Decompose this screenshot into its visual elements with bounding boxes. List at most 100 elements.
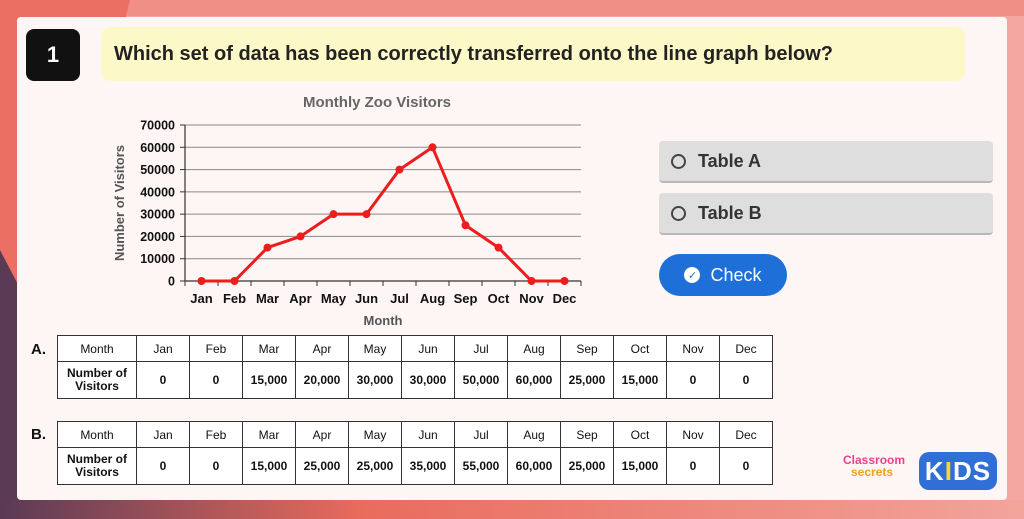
option-label: Table B bbox=[698, 202, 762, 223]
question-number: 1 bbox=[26, 29, 80, 81]
x-axis-label: Month bbox=[364, 313, 403, 328]
table-header-cell: Month bbox=[57, 335, 137, 362]
x-tick-label: Jul bbox=[390, 291, 409, 306]
option-table-a[interactable]: Table A bbox=[659, 141, 993, 183]
x-tick-label: Aug bbox=[420, 291, 445, 306]
data-point bbox=[428, 143, 437, 152]
x-tick-label: Nov bbox=[519, 291, 544, 306]
table-value-cell: 30,000 bbox=[401, 361, 455, 399]
table-b-label: B. bbox=[31, 426, 46, 443]
table-month-cell: Feb bbox=[189, 421, 243, 448]
table-header-row: Month Jan Feb Mar Apr May Jun Jul Aug Sep Oct Nov De… bbox=[57, 335, 773, 362]
y-axis-label: Number of Visitors bbox=[112, 145, 127, 261]
y-tick-label: 60000 bbox=[140, 141, 175, 155]
kids-logo: K I DS bbox=[919, 452, 997, 490]
y-tick-label: 40000 bbox=[140, 185, 175, 199]
kids-logo-k: K bbox=[924, 455, 945, 486]
table-values-row: Number of Visitors 0 0 15,000 20,000 30,000 30,… bbox=[57, 361, 773, 399]
table-value-cell: 0 bbox=[189, 361, 243, 399]
data-point bbox=[461, 221, 470, 230]
series-line bbox=[201, 145, 565, 283]
table-value-cell: 0 bbox=[136, 447, 190, 485]
table-month-cell: Sep bbox=[560, 421, 614, 448]
table-value-cell: 0 bbox=[136, 361, 190, 399]
data-point bbox=[494, 243, 503, 252]
table-month-cell: Jun bbox=[401, 421, 455, 448]
table-month-cell: Oct bbox=[613, 335, 667, 362]
table-value-cell: 0 bbox=[666, 447, 720, 485]
table-header-cell: Month bbox=[57, 421, 137, 448]
table-month-cell: Apr bbox=[295, 421, 349, 448]
row-label-line2: Visitors bbox=[75, 379, 119, 393]
table-month-cell: Mar bbox=[242, 335, 296, 362]
checkmark-icon: ✓ bbox=[684, 267, 701, 283]
x-tick-label: Sep bbox=[454, 291, 478, 306]
data-point bbox=[230, 277, 239, 285]
table-row-header: Number of Visitors bbox=[57, 447, 137, 485]
option-table-b[interactable]: Table B bbox=[659, 193, 993, 235]
table-row-header: Number of Visitors bbox=[57, 361, 137, 399]
table-value-cell: 15,000 bbox=[613, 447, 667, 485]
data-point bbox=[329, 210, 338, 219]
kids-logo-ds: DS bbox=[952, 455, 992, 486]
x-tick-label: Feb bbox=[223, 291, 246, 306]
x-tick-label: Jan bbox=[190, 291, 212, 306]
logo-text-line1: Classroom bbox=[843, 453, 906, 467]
table-month-cell: Aug bbox=[507, 335, 561, 362]
table-month-cell: Feb bbox=[189, 335, 243, 362]
table-value-cell: 15,000 bbox=[242, 447, 296, 485]
table-value-cell: 25,000 bbox=[295, 447, 349, 485]
radio-icon[interactable] bbox=[671, 153, 686, 169]
table-month-cell: May bbox=[348, 335, 402, 362]
table-value-cell: 15,000 bbox=[613, 361, 667, 399]
table-value-cell: 60,000 bbox=[507, 361, 561, 399]
kids-logo-i: I bbox=[944, 455, 953, 486]
x-tick-label: Mar bbox=[256, 291, 279, 306]
x-tick-label: Oct bbox=[488, 291, 510, 306]
table-header-row: Month Jan Feb Mar Apr May Jun Jul Aug Sep Oct Nov De… bbox=[57, 421, 773, 448]
check-button[interactable]: ✓ Check bbox=[659, 254, 787, 296]
table-value-cell: 30,000 bbox=[348, 361, 402, 399]
table-month-cell: Jan bbox=[136, 335, 190, 362]
table-month-cell: Mar bbox=[242, 421, 296, 448]
table-month-cell: May bbox=[348, 421, 402, 448]
y-tick-label: 70000 bbox=[140, 119, 175, 133]
table-month-cell: Aug bbox=[507, 421, 561, 448]
classroom-secrets-logo: Classroom secrets bbox=[843, 454, 905, 478]
table-value-cell: 0 bbox=[719, 447, 773, 485]
y-tick-label: 10000 bbox=[140, 252, 175, 266]
table-month-cell: Dec bbox=[719, 421, 773, 448]
table-value-cell: 0 bbox=[719, 361, 773, 399]
table-month-cell: Dec bbox=[719, 335, 773, 362]
check-button-label: Check bbox=[710, 264, 762, 285]
data-point bbox=[395, 165, 404, 174]
x-tick-label: Jun bbox=[355, 291, 378, 306]
data-point bbox=[296, 232, 305, 241]
table-month-cell: Oct bbox=[613, 421, 667, 448]
question-card: 1 Which set of data has been correctly t… bbox=[17, 17, 1007, 500]
data-point bbox=[197, 277, 206, 285]
data-point bbox=[527, 277, 536, 285]
option-label: Table A bbox=[698, 150, 762, 171]
x-tick-label: May bbox=[321, 291, 347, 306]
table-value-cell: 35,000 bbox=[401, 447, 455, 485]
table-values-row: Number of Visitors 0 0 15,000 25,000 25,000 35,… bbox=[57, 447, 773, 485]
table-month-cell: Jul bbox=[454, 335, 508, 362]
data-point bbox=[560, 277, 569, 285]
logo-text-line2: secrets bbox=[851, 465, 894, 479]
radio-icon[interactable] bbox=[671, 205, 686, 221]
table-value-cell: 25,000 bbox=[560, 361, 614, 399]
y-tick-label: 50000 bbox=[140, 163, 175, 177]
data-table-a: Month Jan Feb Mar Apr May Jun Jul Aug Sep Oct Nov De… bbox=[57, 335, 773, 399]
row-label-line2: Visitors bbox=[75, 465, 119, 479]
y-tick-label: 20000 bbox=[140, 230, 175, 244]
table-value-cell: 0 bbox=[189, 447, 243, 485]
data-table-b: Month Jan Feb Mar Apr May Jun Jul Aug Sep Oct Nov De… bbox=[57, 421, 773, 485]
y-tick-label: 30000 bbox=[140, 208, 175, 222]
background-top-band bbox=[0, 0, 1024, 16]
table-month-cell: Jun bbox=[401, 335, 455, 362]
x-tick-label: Apr bbox=[289, 291, 311, 306]
line-chart: Monthly Zoo Visitors 0 10000 20000 30000 4000… bbox=[112, 94, 582, 328]
table-value-cell: 50,000 bbox=[454, 361, 508, 399]
background-bottom-band bbox=[0, 500, 1024, 519]
